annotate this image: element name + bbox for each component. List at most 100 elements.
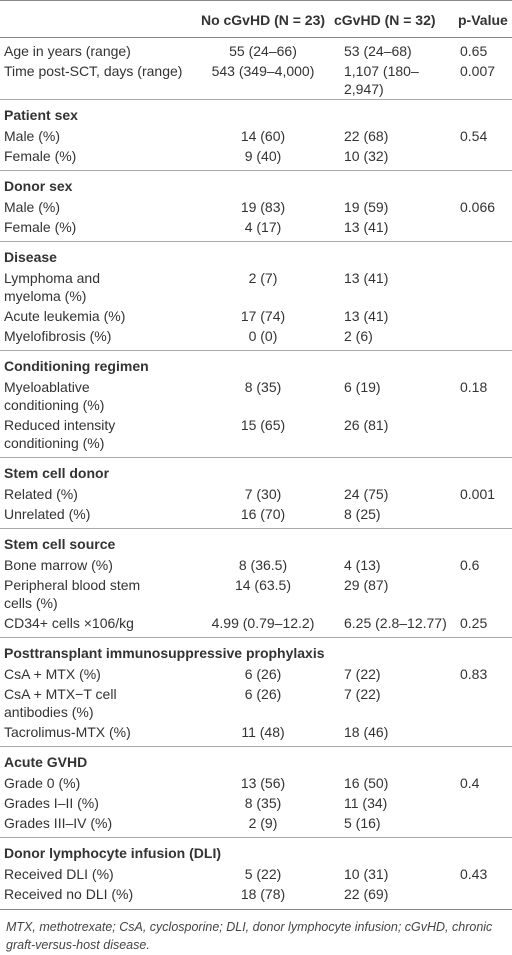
table-cell: 0.83 (460, 666, 488, 682)
table-cell (454, 684, 512, 722)
row-label: Time post-SCT, days (range) (4, 63, 183, 79)
section-title: Donor lymphocyte infusion (DLI) (0, 837, 512, 864)
table-cell: 13 (41) (344, 219, 389, 235)
table-cell: 14 (63.5) (234, 577, 292, 593)
section-row: Donor lymphocyte infusion (DLI) (0, 837, 512, 864)
table-cell: Tacrolimus-MTX (%) (0, 722, 196, 747)
table-cell: 9 (40) (244, 148, 282, 164)
table-cell: 4 (17) (244, 219, 282, 235)
table-cell: 0.007 (460, 63, 496, 79)
header-cell: cGvHD (N = 32) (330, 0, 454, 38)
table-row: Lymphoma and myeloma (%) 2 (7) 13 (41) (0, 268, 512, 306)
section-title: Acute GVHD (0, 746, 512, 773)
table-cell: 13 (56) (240, 775, 286, 791)
table-cell (454, 415, 512, 458)
table-cell: Male (%) (0, 197, 196, 217)
table-cell: Related (%) (0, 484, 196, 504)
header-row: No cGvHD (N = 23) cGvHD (N = 32) p-Value (0, 0, 512, 38)
table-cell: 5 (22) (244, 866, 282, 882)
section-row: Donor sex (0, 170, 512, 197)
section-title: Stem cell source (0, 528, 512, 555)
table-cell: 0.65 (460, 43, 488, 59)
table-cell: Unrelated (%) (0, 504, 196, 529)
table-cell: 53 (24–68) (344, 43, 412, 59)
table-row: Female (%) 4 (17) 13 (41) (0, 217, 512, 242)
table-cell: Time post-SCT, days (range) (0, 61, 196, 100)
table-row: Male (%) 19 (83) 19 (59) 0.066 (0, 197, 512, 217)
table-cell: Grades III–IV (%) (0, 813, 196, 838)
table-cell: 0.18 (460, 379, 488, 395)
table-cell (454, 217, 512, 242)
table-cell: 5 (16) (344, 815, 381, 831)
table-cell: 0.25 (460, 615, 488, 631)
table-cell: 16 (70) (240, 506, 286, 522)
row-label: CD34+ cells ×106/kg (4, 615, 134, 631)
table-cell: 8 (25) (344, 506, 381, 522)
table-cell: Peripheral blood stem cells (%) (0, 575, 196, 613)
table-row: Related (%) 7 (30) 24 (75) 0.001 (0, 484, 512, 504)
table-cell: 0.001 (460, 486, 496, 502)
table-cell: 13 (41) (344, 308, 389, 324)
table-cell: 6 (26) (244, 666, 282, 682)
table-cell: 7 (22) (344, 666, 381, 682)
row-label: Lymphoma and myeloma (%) (4, 270, 100, 304)
table-cell (454, 575, 512, 613)
table-cell: 18 (78) (196, 884, 330, 910)
table-cell: 6 (19) (344, 379, 381, 395)
section-row: Disease (0, 241, 512, 268)
row-label: Myeloablative conditioning (%) (4, 379, 105, 413)
row-label: Peripheral blood stem cells (%) (4, 577, 141, 611)
table-cell: 0.54 (460, 128, 488, 144)
row-label: Male (%) (4, 128, 61, 144)
row-label: Received DLI (%) (4, 866, 114, 882)
table-cell: CD34+ cells ×106/kg (0, 613, 196, 638)
table-row: Tacrolimus-MTX (%) 11 (48) 18 (46) (0, 722, 512, 747)
table-cell (454, 306, 512, 326)
table-cell: 16 (50) (344, 775, 389, 791)
table-cell: Grade 0 (%) (0, 773, 196, 793)
table-row: Grades III–IV (%) 2 (9) 5 (16) (0, 813, 512, 838)
table-cell: 8 (35) (244, 795, 282, 811)
table-row: CD34+ cells ×106/kg 4.99 (0.79–12.2) 6.25 … (0, 613, 512, 638)
table-cell: 24 (75) (344, 486, 389, 502)
row-label: Unrelated (%) (4, 506, 91, 522)
table-cell: Age in years (range) (0, 38, 196, 62)
row-label: Myelofibrosis (%) (4, 328, 112, 344)
table-cell (454, 813, 512, 838)
table-cell (454, 504, 512, 529)
table-row: Myeloablative conditioning (%) 8 (35) 6 (1… (0, 377, 512, 415)
table-cell: 29 (87) (344, 577, 389, 593)
table-cell: 6.25 (2.8–12.77) (344, 615, 447, 631)
row-label: Female (%) (4, 148, 77, 164)
table-cell: 18 (46) (344, 724, 389, 740)
table-cell: 2 (6) (344, 328, 373, 344)
row-label: Related (%) (4, 486, 78, 502)
row-label: CsA + MTX−T cell antibodies (%) (4, 686, 117, 720)
section-title: Donor sex (0, 170, 512, 197)
table-cell: 6 (26) (244, 686, 282, 702)
table-cell: Female (%) (0, 217, 196, 242)
table-cell: 19 (83) (240, 199, 286, 215)
row-label: Bone marrow (%) (4, 557, 113, 573)
section-row: Patient sex (0, 99, 512, 126)
table-row: Received DLI (%) 5 (22) 10 (31) 0.43 (0, 864, 512, 884)
table-cell: 13 (41) (344, 270, 389, 286)
table-cell: Received DLI (%) (0, 864, 196, 884)
table-cell: 0.4 (460, 775, 480, 791)
table-row: Myelofibrosis (%) 0 (0) 2 (6) (0, 326, 512, 351)
table-cell: 0.6 (460, 557, 480, 573)
table-cell: Received no DLI (%) (0, 884, 196, 910)
header-cell: p-Value (454, 0, 512, 38)
row-label: Tacrolimus-MTX (%) (4, 724, 131, 740)
table-cell (454, 722, 512, 747)
row-label: Male (%) (4, 199, 61, 215)
section-title: Patient sex (0, 99, 512, 126)
table-cell: 2 (9) (248, 815, 278, 831)
row-label: Acute leukemia (%) (4, 308, 126, 324)
table-row: Time post-SCT, days (range) 543 (349–4,00… (0, 61, 512, 100)
table-body: Age in years (range) 55 (24–66) 53 (24–68)… (0, 38, 512, 910)
table-cell: 10 (32) (344, 148, 389, 164)
table-cell (454, 146, 512, 171)
table-cell: CsA + MTX−T cell antibodies (%) (0, 684, 196, 722)
